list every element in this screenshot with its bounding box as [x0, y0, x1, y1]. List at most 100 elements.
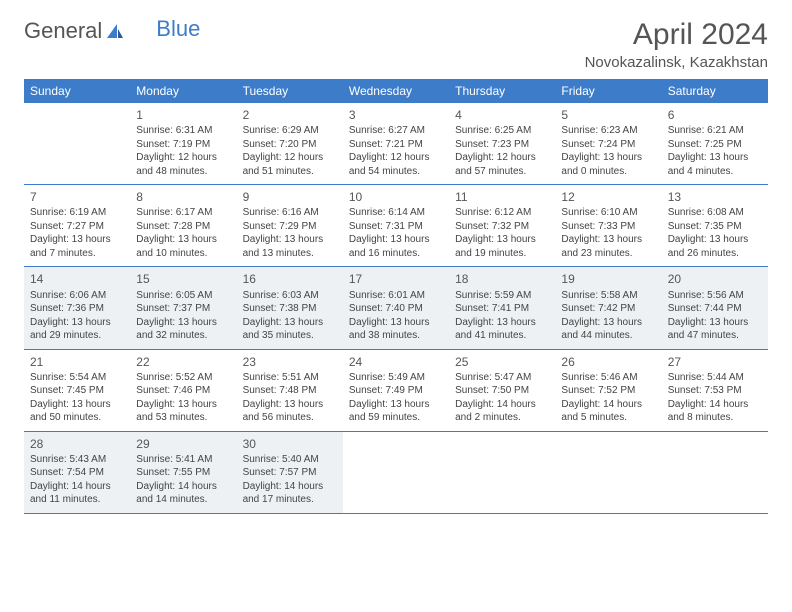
sunrise-text: Sunrise: 5:41 AM: [136, 453, 230, 467]
daylight-text-1: Daylight: 13 hours: [561, 151, 655, 165]
day-cell: 7Sunrise: 6:19 AMSunset: 7:27 PMDaylight…: [24, 185, 130, 266]
sunrise-text: Sunrise: 6:08 AM: [668, 206, 762, 220]
daylight-text-2: and 13 minutes.: [243, 247, 337, 261]
weekday-header: Sunday: [24, 79, 130, 103]
day-cell: 25Sunrise: 5:47 AMSunset: 7:50 PMDayligh…: [449, 350, 555, 431]
daylight-text-1: Daylight: 13 hours: [30, 233, 124, 247]
sunset-text: Sunset: 7:23 PM: [455, 138, 549, 152]
sunset-text: Sunset: 7:46 PM: [136, 384, 230, 398]
sunset-text: Sunset: 7:20 PM: [243, 138, 337, 152]
sunrise-text: Sunrise: 5:51 AM: [243, 371, 337, 385]
sunrise-text: Sunrise: 6:23 AM: [561, 124, 655, 138]
sunrise-text: Sunrise: 6:14 AM: [349, 206, 443, 220]
daylight-text-2: and 14 minutes.: [136, 493, 230, 507]
daylight-text-1: Daylight: 13 hours: [349, 398, 443, 412]
daylight-text-1: Daylight: 13 hours: [668, 233, 762, 247]
day-cell: 9Sunrise: 6:16 AMSunset: 7:29 PMDaylight…: [237, 185, 343, 266]
day-cell: 17Sunrise: 6:01 AMSunset: 7:40 PMDayligh…: [343, 267, 449, 348]
daylight-text-2: and 32 minutes.: [136, 329, 230, 343]
sunrise-text: Sunrise: 5:58 AM: [561, 289, 655, 303]
sunrise-text: Sunrise: 5:52 AM: [136, 371, 230, 385]
day-number: 2: [243, 107, 337, 123]
day-cell: 26Sunrise: 5:46 AMSunset: 7:52 PMDayligh…: [555, 350, 661, 431]
sunset-text: Sunset: 7:54 PM: [30, 466, 124, 480]
daylight-text-2: and 8 minutes.: [668, 411, 762, 425]
daylight-text-2: and 38 minutes.: [349, 329, 443, 343]
sunrise-text: Sunrise: 6:12 AM: [455, 206, 549, 220]
daylight-text-2: and 57 minutes.: [455, 165, 549, 179]
sunset-text: Sunset: 7:36 PM: [30, 302, 124, 316]
sunrise-text: Sunrise: 6:03 AM: [243, 289, 337, 303]
daylight-text-2: and 35 minutes.: [243, 329, 337, 343]
day-cell: 4Sunrise: 6:25 AMSunset: 7:23 PMDaylight…: [449, 103, 555, 184]
day-number: 26: [561, 354, 655, 370]
day-number: 18: [455, 271, 549, 287]
sunrise-text: Sunrise: 5:47 AM: [455, 371, 549, 385]
day-number: 4: [455, 107, 549, 123]
sunset-text: Sunset: 7:57 PM: [243, 466, 337, 480]
weekday-header: Monday: [130, 79, 236, 103]
daylight-text-1: Daylight: 13 hours: [561, 233, 655, 247]
daylight-text-2: and 19 minutes.: [455, 247, 549, 261]
day-number: 5: [561, 107, 655, 123]
daylight-text-1: Daylight: 14 hours: [455, 398, 549, 412]
day-number: 25: [455, 354, 549, 370]
day-cell: [555, 432, 661, 513]
sunset-text: Sunset: 7:45 PM: [30, 384, 124, 398]
day-number: 12: [561, 189, 655, 205]
daylight-text-2: and 10 minutes.: [136, 247, 230, 261]
sunset-text: Sunset: 7:33 PM: [561, 220, 655, 234]
daylight-text-1: Daylight: 13 hours: [30, 398, 124, 412]
weekday-header-row: SundayMondayTuesdayWednesdayThursdayFrid…: [24, 79, 768, 103]
sunrise-text: Sunrise: 6:19 AM: [30, 206, 124, 220]
sunrise-text: Sunrise: 6:25 AM: [455, 124, 549, 138]
day-cell: 6Sunrise: 6:21 AMSunset: 7:25 PMDaylight…: [662, 103, 768, 184]
day-number: 11: [455, 189, 549, 205]
day-number: 7: [30, 189, 124, 205]
sunrise-text: Sunrise: 5:54 AM: [30, 371, 124, 385]
daylight-text-2: and 5 minutes.: [561, 411, 655, 425]
daylight-text-1: Daylight: 12 hours: [243, 151, 337, 165]
day-cell: 29Sunrise: 5:41 AMSunset: 7:55 PMDayligh…: [130, 432, 236, 513]
daylight-text-2: and 17 minutes.: [243, 493, 337, 507]
day-number: 27: [668, 354, 762, 370]
day-number: 15: [136, 271, 230, 287]
daylight-text-1: Daylight: 13 hours: [243, 316, 337, 330]
daylight-text-1: Daylight: 13 hours: [561, 316, 655, 330]
sunrise-text: Sunrise: 6:27 AM: [349, 124, 443, 138]
sunrise-text: Sunrise: 6:01 AM: [349, 289, 443, 303]
weekday-header: Friday: [555, 79, 661, 103]
sunset-text: Sunset: 7:19 PM: [136, 138, 230, 152]
sunset-text: Sunset: 7:49 PM: [349, 384, 443, 398]
daylight-text-2: and 0 minutes.: [561, 165, 655, 179]
sunset-text: Sunset: 7:44 PM: [668, 302, 762, 316]
day-cell: [24, 103, 130, 184]
daylight-text-2: and 47 minutes.: [668, 329, 762, 343]
sunset-text: Sunset: 7:32 PM: [455, 220, 549, 234]
day-cell: 2Sunrise: 6:29 AMSunset: 7:20 PMDaylight…: [237, 103, 343, 184]
day-cell: 30Sunrise: 5:40 AMSunset: 7:57 PMDayligh…: [237, 432, 343, 513]
daylight-text-2: and 7 minutes.: [30, 247, 124, 261]
day-number: 10: [349, 189, 443, 205]
daylight-text-1: Daylight: 13 hours: [349, 233, 443, 247]
daylight-text-2: and 23 minutes.: [561, 247, 655, 261]
daylight-text-1: Daylight: 13 hours: [243, 233, 337, 247]
daylight-text-1: Daylight: 13 hours: [136, 233, 230, 247]
day-cell: 3Sunrise: 6:27 AMSunset: 7:21 PMDaylight…: [343, 103, 449, 184]
sunset-text: Sunset: 7:35 PM: [668, 220, 762, 234]
daylight-text-2: and 51 minutes.: [243, 165, 337, 179]
sunrise-text: Sunrise: 5:49 AM: [349, 371, 443, 385]
day-cell: 18Sunrise: 5:59 AMSunset: 7:41 PMDayligh…: [449, 267, 555, 348]
sunset-text: Sunset: 7:50 PM: [455, 384, 549, 398]
day-cell: 15Sunrise: 6:05 AMSunset: 7:37 PMDayligh…: [130, 267, 236, 348]
daylight-text-1: Daylight: 14 hours: [668, 398, 762, 412]
daylight-text-2: and 56 minutes.: [243, 411, 337, 425]
daylight-text-2: and 2 minutes.: [455, 411, 549, 425]
daylight-text-1: Daylight: 12 hours: [455, 151, 549, 165]
day-number: 29: [136, 436, 230, 452]
daylight-text-2: and 26 minutes.: [668, 247, 762, 261]
day-number: 28: [30, 436, 124, 452]
sunrise-text: Sunrise: 5:40 AM: [243, 453, 337, 467]
sunrise-text: Sunrise: 6:31 AM: [136, 124, 230, 138]
day-cell: 12Sunrise: 6:10 AMSunset: 7:33 PMDayligh…: [555, 185, 661, 266]
